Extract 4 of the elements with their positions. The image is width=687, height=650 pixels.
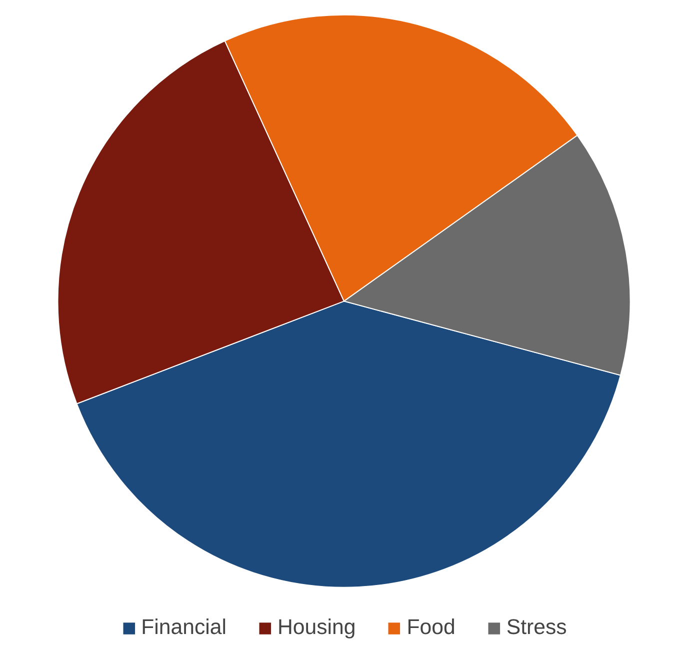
legend-label: Financial [141,615,227,640]
legend-label: Stress [506,615,567,640]
legend-label: Housing [278,615,356,640]
legend-label: Food [406,615,456,640]
